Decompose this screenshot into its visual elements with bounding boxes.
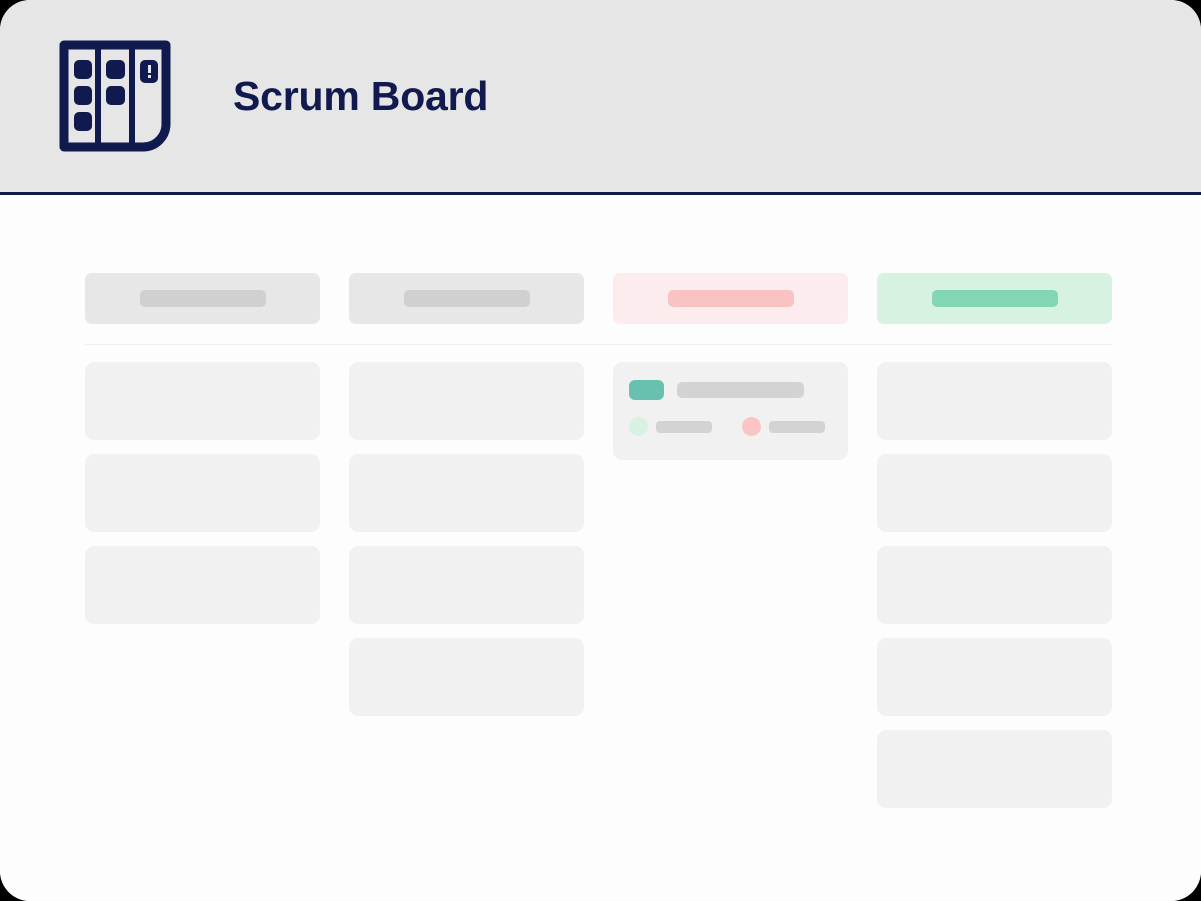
task-meta-item[interactable]	[629, 417, 712, 436]
column-header-skeleton-bar	[403, 290, 530, 307]
skeleton-card[interactable]	[349, 362, 584, 440]
skeleton-card[interactable]	[349, 638, 584, 716]
skeleton-card[interactable]	[349, 454, 584, 532]
task-tag-badge[interactable]	[629, 380, 664, 400]
task-meta-item[interactable]	[742, 417, 825, 436]
skeleton-card[interactable]	[877, 362, 1112, 440]
skeleton-card[interactable]	[877, 638, 1112, 716]
task-card-header	[629, 380, 832, 400]
skeleton-card[interactable]	[85, 362, 320, 440]
task-meta-skeleton-bar	[769, 420, 825, 433]
skeleton-card[interactable]	[85, 546, 320, 624]
app-header: Scrum Board	[0, 0, 1201, 195]
task-card-meta	[629, 417, 832, 436]
board-column-2	[349, 362, 584, 822]
skeleton-card[interactable]	[85, 454, 320, 532]
board-header-divider	[85, 344, 1113, 345]
skeleton-card[interactable]	[877, 546, 1112, 624]
column-header-row	[85, 273, 1113, 324]
status-dot-green	[629, 417, 648, 436]
column-header-2[interactable]	[349, 273, 584, 324]
board-column-3	[613, 362, 848, 822]
board-column-4	[877, 362, 1112, 822]
board-body	[0, 195, 1201, 901]
column-header-skeleton-bar	[139, 290, 266, 307]
column-header-skeleton-bar	[667, 290, 794, 307]
skeleton-card[interactable]	[877, 730, 1112, 808]
task-card[interactable]	[613, 362, 848, 460]
skeleton-card[interactable]	[877, 454, 1112, 532]
status-dot-red	[742, 417, 761, 436]
column-header-1[interactable]	[85, 273, 320, 324]
column-header-skeleton-bar	[931, 290, 1058, 307]
board-column-1	[85, 362, 320, 822]
page-title: Scrum Board	[233, 72, 489, 119]
column-header-4[interactable]	[877, 273, 1112, 324]
board-column-track	[85, 362, 1113, 822]
skeleton-card[interactable]	[349, 546, 584, 624]
task-meta-skeleton-bar	[656, 420, 712, 433]
task-title-skeleton-bar	[677, 382, 804, 398]
scrum-board-icon	[59, 40, 171, 152]
column-header-3[interactable]	[613, 273, 848, 324]
